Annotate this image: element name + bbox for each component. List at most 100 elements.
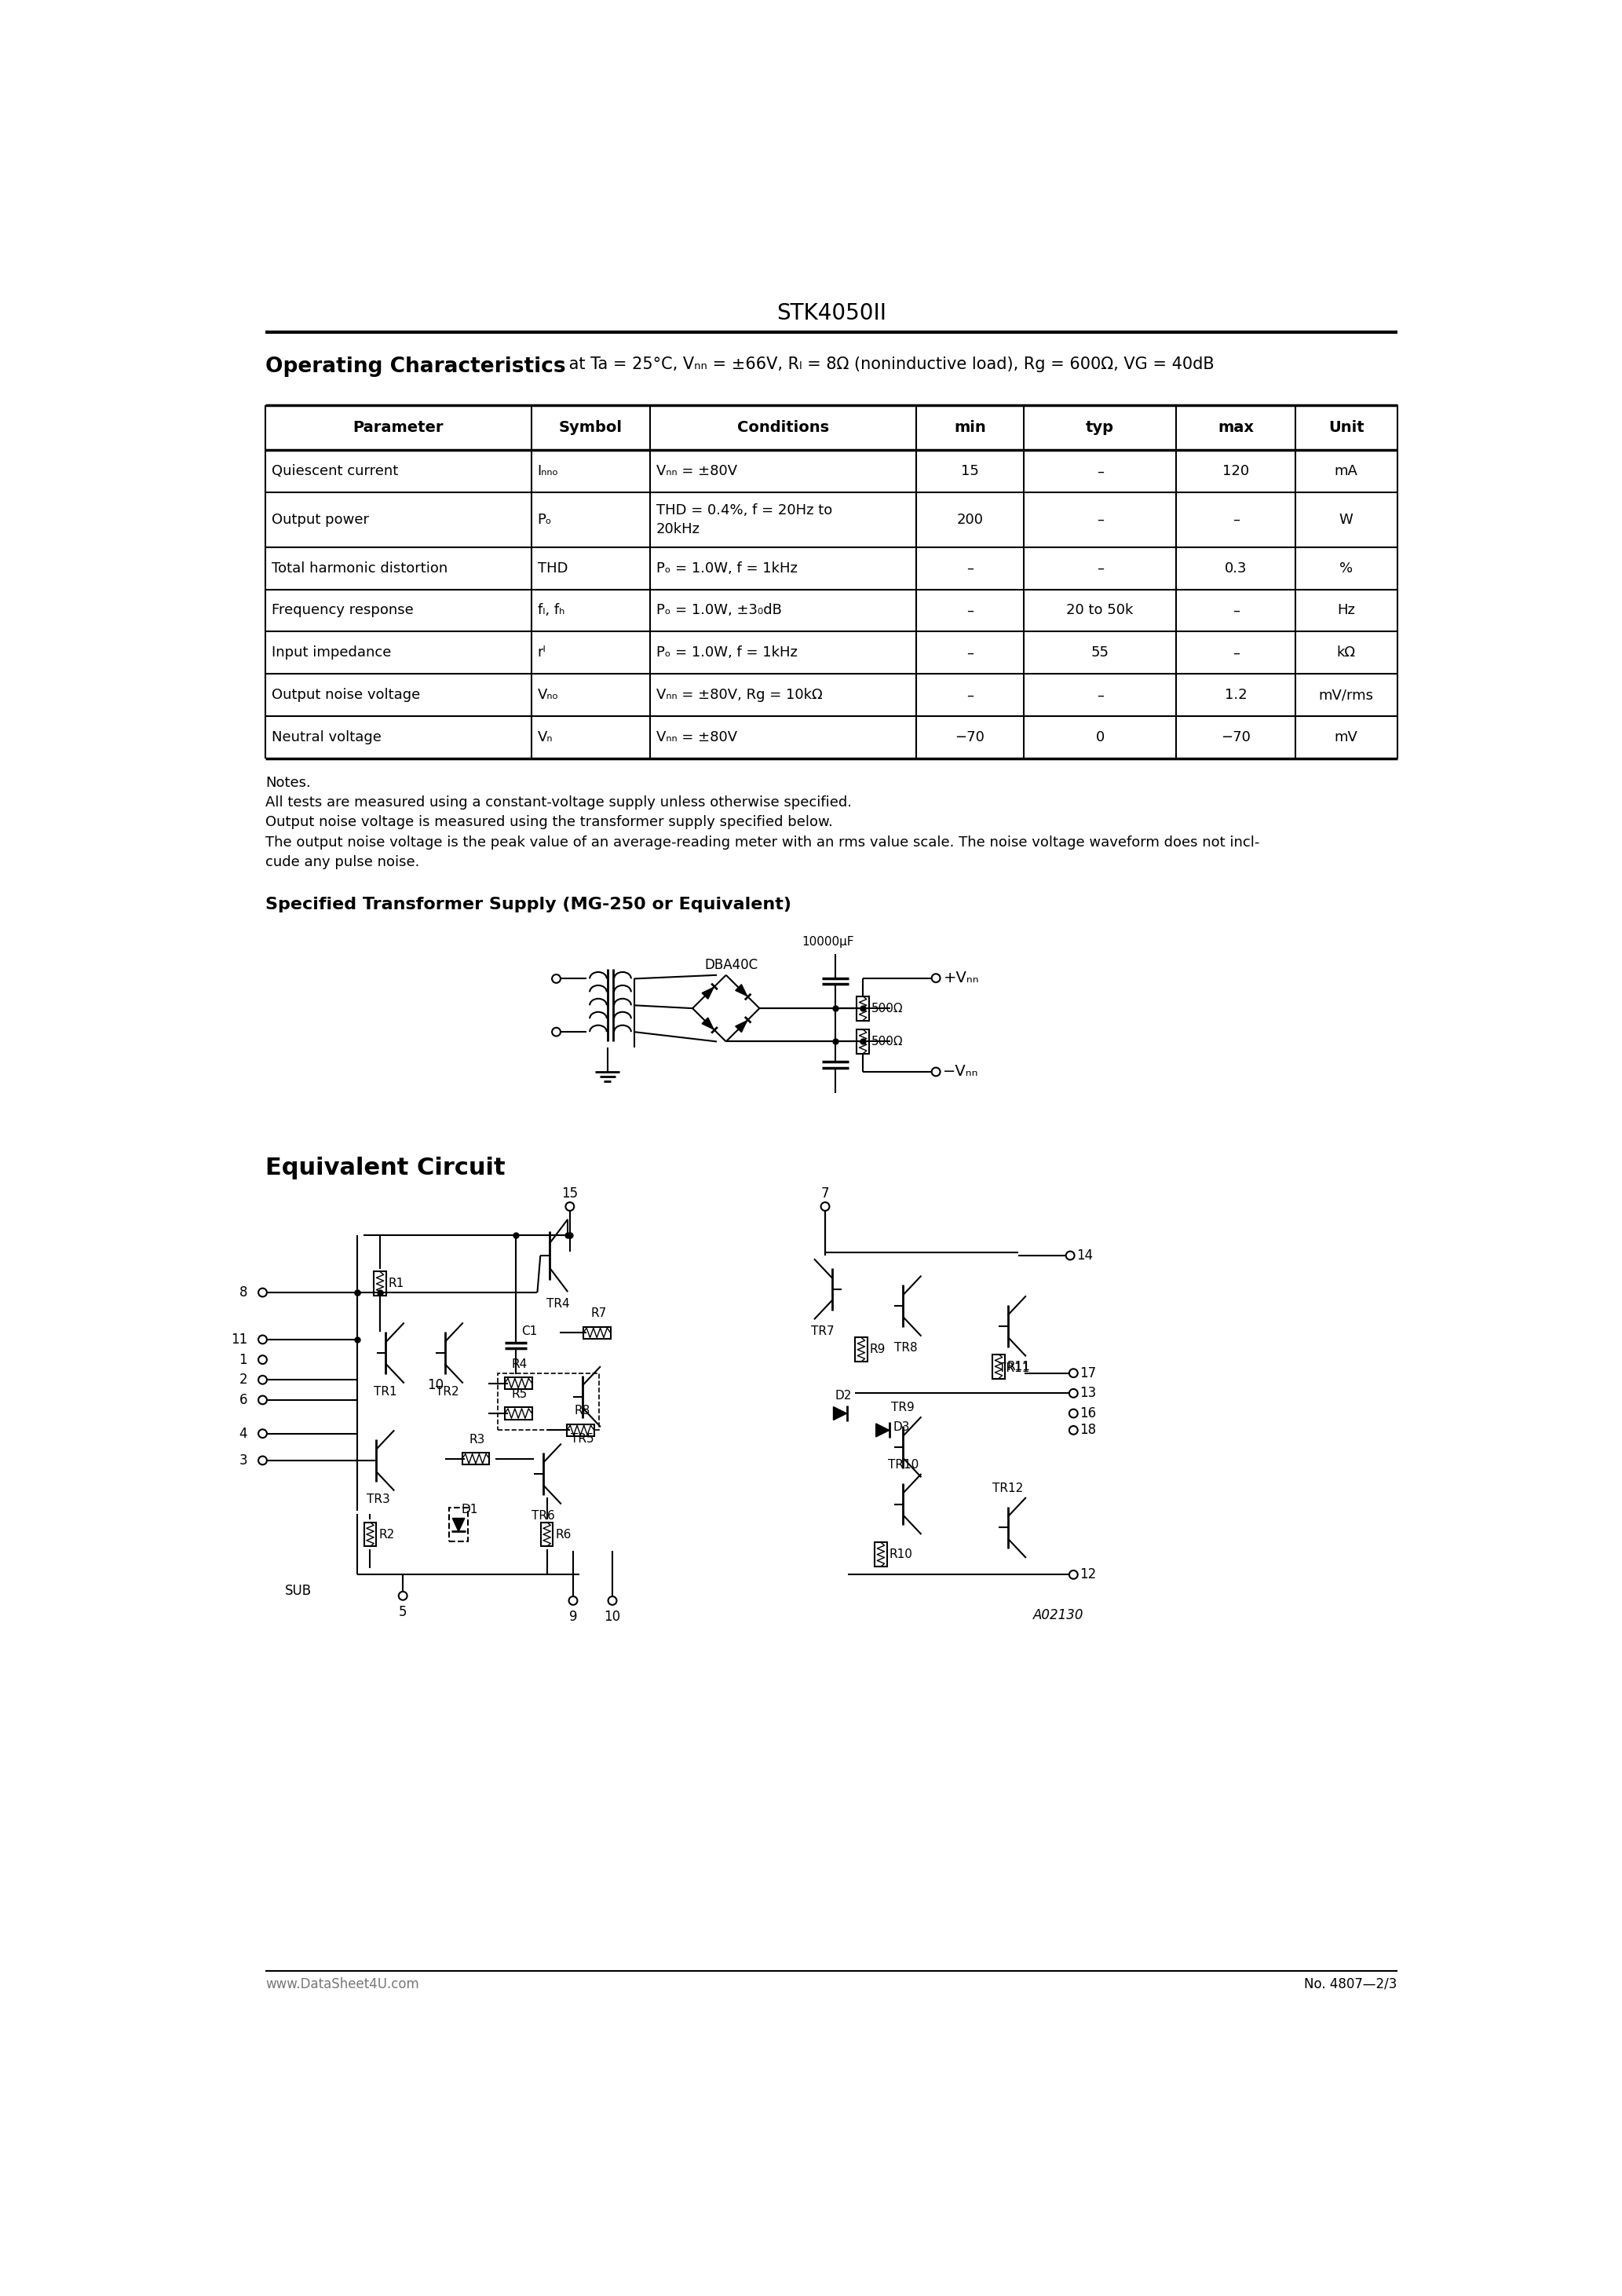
Text: rᴵ: rᴵ [537,645,547,659]
Polygon shape [876,1424,889,1437]
FancyBboxPatch shape [375,1272,386,1295]
Text: Frequency response: Frequency response [271,604,414,618]
FancyBboxPatch shape [504,1378,532,1389]
FancyBboxPatch shape [993,1355,1004,1378]
Text: C1: C1 [521,1325,537,1339]
Text: 55: 55 [1092,645,1109,659]
Text: mV: mV [1335,730,1358,744]
Text: 500Ω: 500Ω [871,1003,903,1015]
Text: Notes.: Notes. [266,776,311,790]
Text: –: – [1096,512,1103,526]
Text: −70: −70 [1221,730,1251,744]
FancyBboxPatch shape [584,1327,610,1339]
Text: –: – [1096,689,1103,703]
Text: 120: 120 [1223,464,1249,478]
Text: 4: 4 [238,1426,248,1440]
Text: 20kHz: 20kHz [657,521,701,535]
Text: TR11: TR11 [999,1362,1030,1373]
Text: 15: 15 [960,464,980,478]
Text: –: – [967,689,973,703]
Text: W: W [1340,512,1353,526]
Text: A02130: A02130 [1033,1607,1083,1623]
Text: 10: 10 [603,1609,621,1623]
Text: R2: R2 [378,1529,394,1541]
Text: TR5: TR5 [571,1433,594,1444]
Text: TR12: TR12 [993,1483,1023,1495]
Text: 5: 5 [399,1605,407,1619]
Text: Parameter: Parameter [354,420,444,434]
Text: Vₙ: Vₙ [537,730,553,744]
Text: R11: R11 [1007,1362,1030,1373]
Text: STK4050II: STK4050II [777,303,886,324]
FancyBboxPatch shape [449,1508,467,1541]
Text: Input impedance: Input impedance [271,645,391,659]
Text: 0.3: 0.3 [1225,560,1247,576]
Polygon shape [735,1022,748,1033]
Text: TR6: TR6 [532,1511,555,1522]
Text: THD: THD [537,560,568,576]
Text: cude any pulse noise.: cude any pulse noise. [266,856,420,870]
Text: Vₙₙ = ±80V, Rg = 10kΩ: Vₙₙ = ±80V, Rg = 10kΩ [657,689,822,703]
Text: Vₙₙ = ±80V: Vₙₙ = ±80V [657,464,738,478]
Text: TR3: TR3 [367,1495,391,1506]
Text: SUB: SUB [285,1584,311,1598]
Text: %: % [1340,560,1353,576]
Text: Output noise voltage is measured using the transformer supply specified below.: Output noise voltage is measured using t… [266,815,834,829]
Text: 1: 1 [238,1352,248,1366]
Text: TR8: TR8 [894,1343,916,1355]
Text: Symbol: Symbol [560,420,623,434]
Text: 13: 13 [1080,1387,1096,1401]
Text: Iₙₙₒ: Iₙₙₒ [537,464,558,478]
Text: R9: R9 [869,1343,886,1355]
FancyBboxPatch shape [462,1453,490,1465]
Text: −Vₙₙ: −Vₙₙ [944,1065,980,1079]
Text: DBA40C: DBA40C [704,957,757,971]
Text: R7: R7 [590,1309,607,1320]
Text: Output noise voltage: Output noise voltage [271,689,420,703]
Text: Neutral voltage: Neutral voltage [271,730,381,744]
Text: R5: R5 [513,1389,527,1401]
Text: TR10: TR10 [887,1458,918,1472]
FancyBboxPatch shape [363,1522,376,1548]
Text: TR1: TR1 [373,1387,397,1398]
Text: www.DataSheet4U.com: www.DataSheet4U.com [266,1977,418,1991]
Text: 8: 8 [238,1286,248,1300]
Text: TR2: TR2 [436,1387,459,1398]
Text: Pₒ: Pₒ [537,512,551,526]
Text: 200: 200 [957,512,983,526]
Text: –: – [967,645,973,659]
Text: Hz: Hz [1337,604,1356,618]
Text: THD = 0.4%, f = 20Hz to: THD = 0.4%, f = 20Hz to [657,503,832,517]
Text: typ: typ [1085,420,1114,434]
Text: min: min [954,420,986,434]
Polygon shape [702,987,714,999]
Text: fₗ, fₕ: fₗ, fₕ [537,604,564,618]
Text: –: – [967,560,973,576]
Text: 20 to 50k: 20 to 50k [1067,604,1134,618]
FancyBboxPatch shape [856,996,869,1019]
Text: –: – [1096,464,1103,478]
Text: Output power: Output power [271,512,368,526]
Text: 3: 3 [238,1453,248,1467]
Polygon shape [453,1518,464,1531]
Text: R10: R10 [889,1548,913,1561]
Text: 6: 6 [238,1394,248,1407]
Text: The output noise voltage is the peak value of an average-reading meter with an r: The output noise voltage is the peak val… [266,836,1260,850]
Text: D3: D3 [894,1421,910,1433]
Text: All tests are measured using a constant-voltage supply unless otherwise specifie: All tests are measured using a constant-… [266,794,852,810]
Text: R6: R6 [555,1529,571,1541]
Text: Pₒ = 1.0W, f = 1kHz: Pₒ = 1.0W, f = 1kHz [657,645,798,659]
Text: −70: −70 [955,730,985,744]
Text: –: – [1096,560,1103,576]
Text: D2: D2 [835,1389,852,1401]
Polygon shape [834,1407,847,1419]
Text: 15: 15 [561,1187,577,1201]
FancyBboxPatch shape [540,1522,553,1548]
Text: 17: 17 [1080,1366,1096,1380]
Text: 2: 2 [238,1373,248,1387]
Text: Operating Characteristics: Operating Characteristics [266,356,566,377]
Text: 12: 12 [1080,1568,1096,1582]
Text: Specified Transformer Supply (MG-250 or Equivalent): Specified Transformer Supply (MG-250 or … [266,895,792,912]
Text: 16: 16 [1080,1407,1096,1421]
Text: R1: R1 [389,1279,404,1290]
